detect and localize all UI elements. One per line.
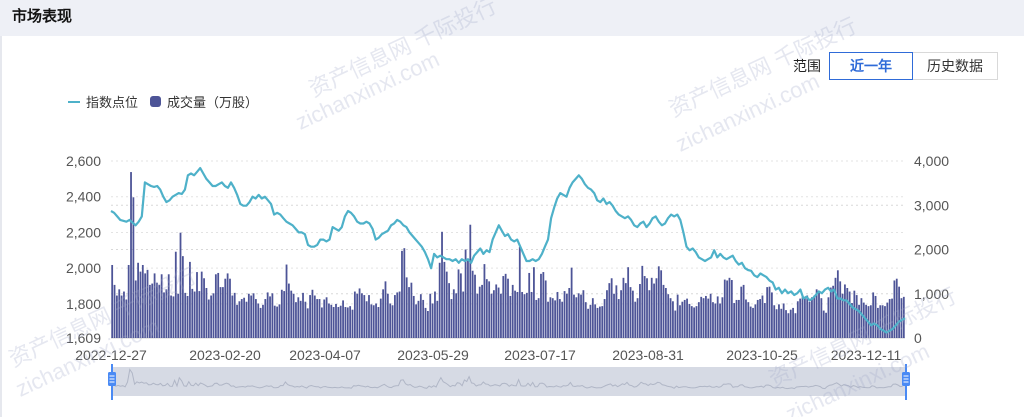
svg-text:2023-10-25: 2023-10-25: [726, 347, 798, 363]
svg-text:4,000: 4,000: [914, 153, 949, 169]
svg-text:2,400: 2,400: [66, 189, 101, 205]
zoom-preview-line: [110, 368, 903, 390]
bar-swatch-icon: [150, 96, 162, 107]
svg-text:2023-04-07: 2023-04-07: [289, 347, 361, 363]
zoom-handle-right[interactable]: [902, 364, 910, 400]
range-button-history[interactable]: 历史数据: [913, 52, 998, 80]
svg-text:1,800: 1,800: [66, 296, 101, 312]
svg-text:3,000: 3,000: [914, 197, 949, 213]
svg-text:0: 0: [914, 330, 922, 346]
left-divider: [0, 36, 2, 417]
svg-text:2023-05-29: 2023-05-29: [397, 347, 469, 363]
x-axis: 2022-12-27 2023-02-20 2023-04-07 2023-05-29…: [75, 347, 901, 363]
svg-text:1,000: 1,000: [914, 286, 949, 302]
range-selector: 范围 近一年 历史数据: [793, 52, 998, 80]
svg-text:2023-08-31: 2023-08-31: [612, 347, 684, 363]
legend-label-volume: 成交量（万股）: [167, 95, 259, 110]
zoom-track[interactable]: [112, 367, 906, 396]
svg-text:2023-02-20: 2023-02-20: [189, 347, 261, 363]
zoom-handle-left[interactable]: [108, 364, 116, 400]
line-swatch-icon: [68, 100, 80, 103]
svg-text:2,200: 2,200: [66, 224, 101, 240]
index-line: [110, 167, 906, 334]
range-button-last-year[interactable]: 近一年: [829, 52, 913, 80]
svg-text:2,600: 2,600: [66, 153, 101, 169]
data-zoom-slider[interactable]: [108, 364, 910, 400]
range-label: 范围: [793, 58, 821, 74]
section-header: 市场表现: [0, 0, 1024, 36]
svg-text:2,000: 2,000: [66, 260, 101, 276]
y-axis-right: 0 1,000 2,000 3,000 4,000: [914, 153, 949, 346]
legend-label-index: 指数点位: [86, 95, 139, 110]
legend-item-volume[interactable]: 成交量（万股）: [150, 92, 258, 111]
svg-text:2023-12-11: 2023-12-11: [831, 347, 902, 363]
svg-text:1,609: 1,609: [66, 330, 101, 346]
y-axis-left: 1,609 1,800 2,000 2,200 2,400 2,600: [66, 153, 101, 346]
chart-legend: 指数点位 成交量（万股）: [68, 92, 270, 111]
svg-text:2023-07-17: 2023-07-17: [504, 347, 576, 363]
legend-item-index[interactable]: 指数点位: [68, 92, 138, 111]
svg-text:2022-12-27: 2022-12-27: [75, 347, 147, 363]
svg-text:2,000: 2,000: [914, 242, 949, 258]
volume-bars: [111, 172, 905, 338]
section-title: 市场表现: [12, 8, 73, 25]
